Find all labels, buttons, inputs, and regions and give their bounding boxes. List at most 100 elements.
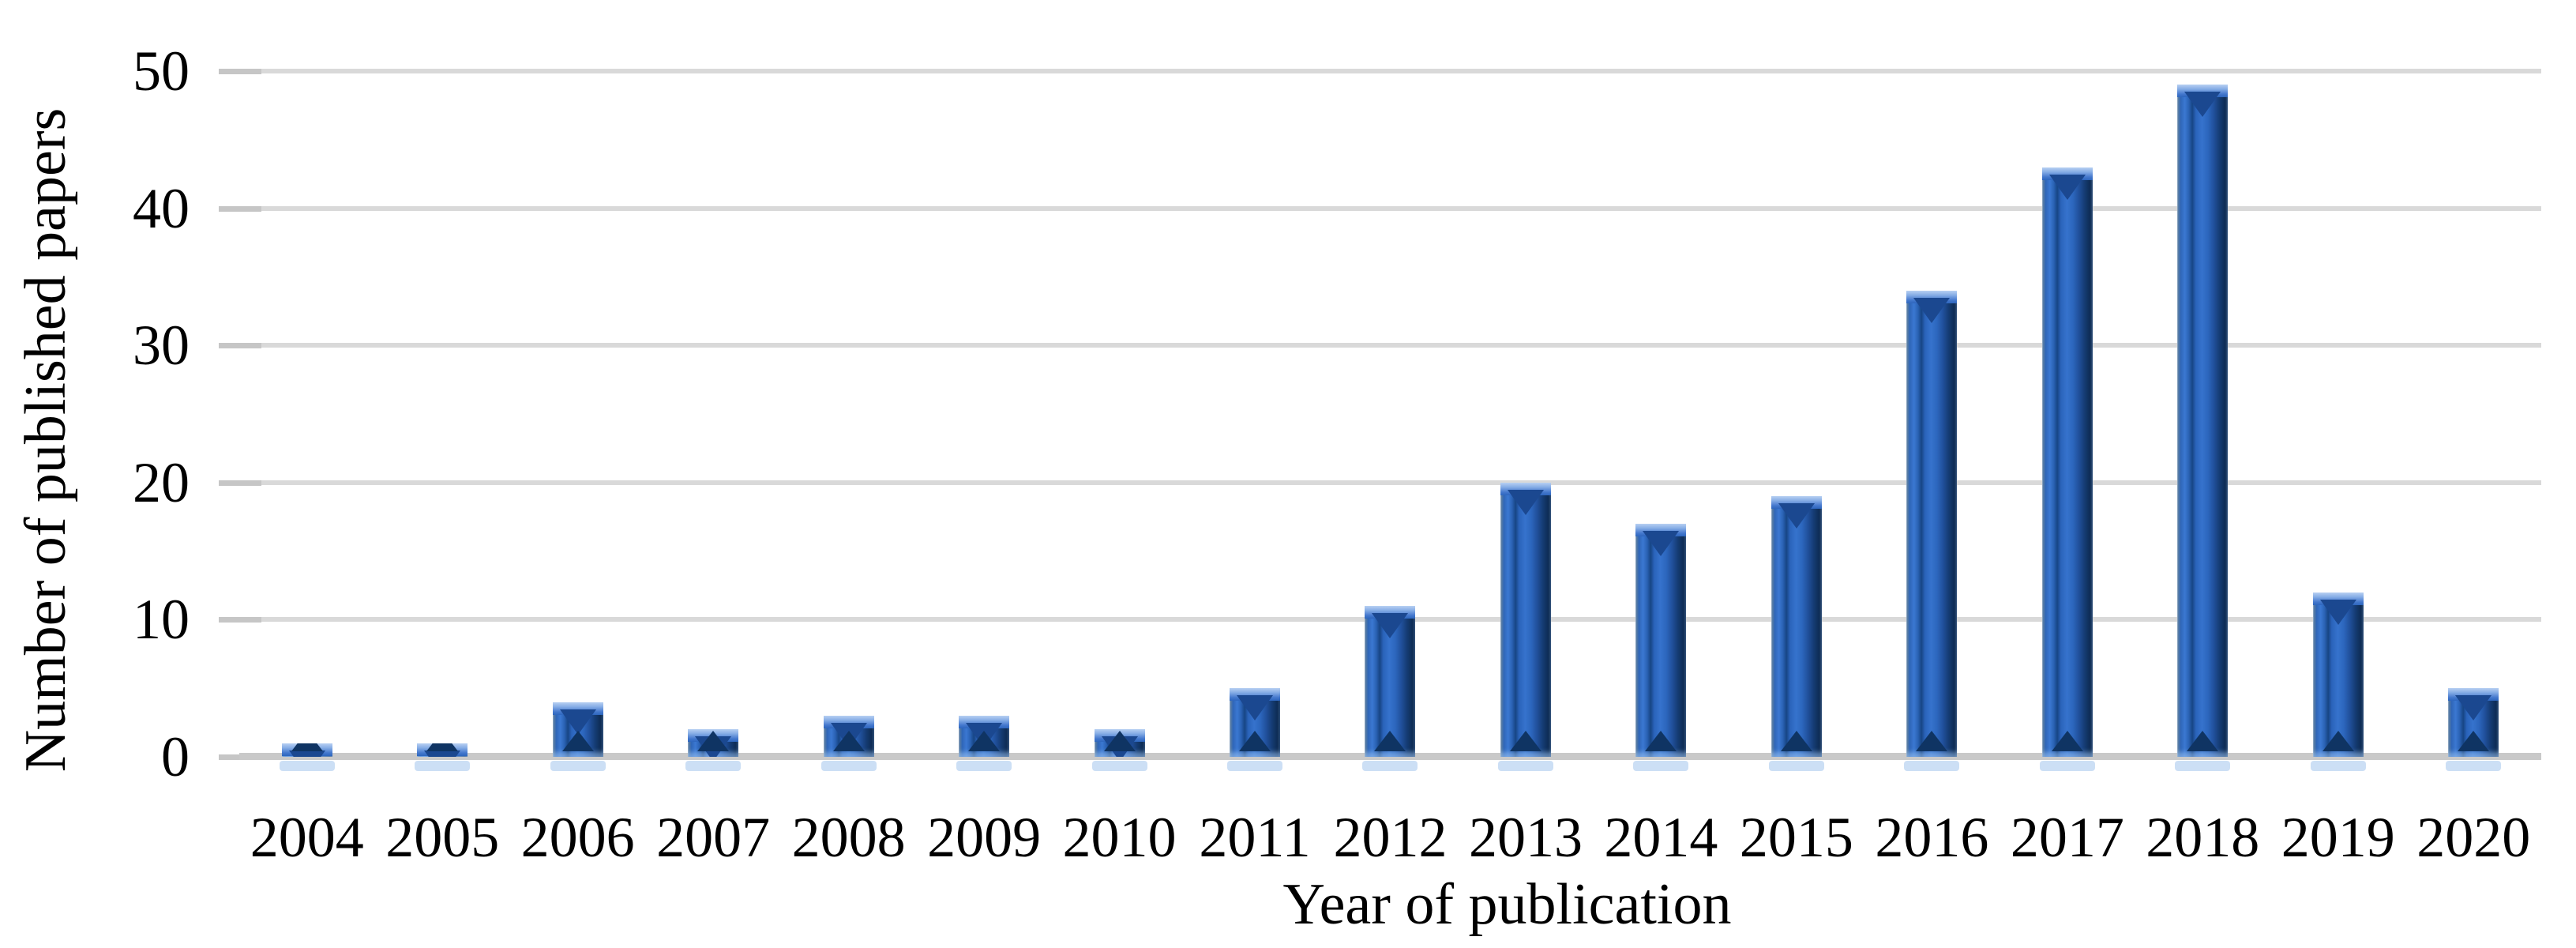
bar-cell-2018 [2135, 71, 2270, 771]
bar-cell-2004 [239, 71, 374, 771]
x-tick-label-2014: 2014 [1604, 806, 1718, 869]
bar-vee-bottom [561, 731, 594, 751]
bar-reflection [550, 761, 606, 771]
x-tick-label-2004: 2004 [250, 806, 364, 869]
bar-cell-2010 [1052, 71, 1187, 771]
axis-tick-50 [219, 69, 261, 74]
bar-2008 [823, 715, 874, 757]
bar-vee-bottom [832, 731, 865, 751]
bar-reflection [956, 761, 1012, 771]
bar-2011 [1230, 688, 1281, 757]
x-tick-label-2010: 2010 [1062, 806, 1177, 869]
bar-vee-bottom [291, 743, 323, 751]
bar-2016 [1906, 290, 1958, 757]
bar-cell-2008 [781, 71, 916, 771]
bar-cell-2005 [374, 71, 509, 771]
gridline-20 [239, 480, 2541, 485]
bar-vee [2048, 174, 2086, 200]
gridline-50 [239, 69, 2541, 73]
bar-2017 [2041, 167, 2093, 757]
axis-tick-30 [219, 343, 261, 349]
bar-vee-bottom [1509, 731, 1541, 751]
bar-vee [2184, 92, 2221, 118]
bar-cell-2011 [1187, 71, 1322, 771]
bar-vee [559, 709, 596, 735]
bar-2007 [688, 729, 739, 757]
bar-cell-2020 [2406, 71, 2541, 771]
bar-reflection [1227, 761, 1283, 771]
gridline-40 [239, 205, 2541, 211]
bar-cell-2009 [916, 71, 1051, 771]
x-tick-label-2015: 2015 [1739, 806, 1853, 869]
bar-reflection [1091, 761, 1147, 771]
bar-vee-bottom [2051, 731, 2083, 751]
bar-vee [1507, 489, 1544, 515]
bar-reflection [2175, 761, 2231, 771]
bar-vee-bottom [1780, 731, 1812, 751]
bar-reflection [820, 761, 877, 771]
x-tick-label-2019: 2019 [2281, 806, 2395, 869]
bar-reflection [279, 761, 335, 771]
bar-vee-bottom [426, 743, 459, 751]
bar-vee-bottom [2187, 731, 2219, 751]
bar-vee [288, 750, 325, 757]
x-tick-label-2005: 2005 [385, 806, 500, 869]
bar-vee-bottom [1374, 731, 1406, 751]
bar-2012 [1365, 606, 1416, 757]
bar-vee [424, 750, 461, 757]
bar-reflection [1633, 761, 1689, 771]
bar-vee-bottom [2458, 731, 2490, 751]
bar-vee [2319, 599, 2356, 625]
x-tick-label-2011: 2011 [1199, 806, 1311, 869]
bar-vee-bottom [1239, 731, 1271, 751]
bar-cell-2007 [645, 71, 780, 771]
bar-cell-2014 [1594, 71, 1729, 771]
x-tick-label-2013: 2013 [1468, 806, 1583, 869]
bar-reflection [2446, 761, 2502, 771]
gridline-30 [239, 343, 2541, 348]
bar-vee-bottom [1916, 731, 1948, 751]
x-axis-tick-labels: 2004 2005 2006 2007 2008 2009 2010 2011 2012 2013… [239, 804, 2541, 871]
bar-vee-bottom [2322, 731, 2354, 751]
bar-vee [1913, 297, 1951, 323]
bar-cell-2017 [2000, 71, 2135, 771]
axis-tick-40 [219, 205, 261, 212]
bar-reflection [415, 761, 471, 771]
x-tick-label-2009: 2009 [927, 806, 1042, 869]
x-tick-label-2020: 2020 [2416, 806, 2531, 869]
bar-vee [1372, 613, 1409, 639]
x-tick-label-2016: 2016 [1875, 806, 1989, 869]
x-axis-title: Year of publication [1282, 872, 1732, 937]
bar-vee-bottom [1103, 731, 1136, 751]
y-tick-label-0: 0 [161, 725, 190, 788]
bar-reflection [2039, 761, 2095, 771]
bar-vee-bottom [697, 731, 730, 751]
bar-cell-2006 [510, 71, 645, 771]
y-tick-label-40: 40 [133, 176, 190, 240]
bar-2013 [1500, 482, 1551, 757]
bar-vee [1778, 503, 1815, 529]
bar-2009 [959, 715, 1010, 757]
bar-2005 [417, 743, 468, 757]
y-tick-label-50: 50 [133, 40, 190, 103]
y-tick-label-10: 10 [133, 588, 190, 652]
bar-reflection [685, 761, 742, 771]
bar-reflection [1497, 761, 1553, 771]
x-tick-label-2007: 2007 [656, 806, 771, 869]
y-tick-label-30: 30 [133, 314, 190, 378]
bar-vee-bottom [1645, 731, 1677, 751]
bar-reflection [1768, 761, 1824, 771]
bar-2015 [1771, 496, 1822, 757]
x-tick-label-2012: 2012 [1333, 806, 1448, 869]
bar-2018 [2177, 85, 2229, 757]
bar-2019 [2312, 592, 2364, 757]
bar-cell-2013 [1458, 71, 1593, 771]
x-tick-label-2017: 2017 [2010, 806, 2124, 869]
bar-cell-2012 [1323, 71, 1458, 771]
bar-2020 [2448, 688, 2499, 757]
bar-reflection [1362, 761, 1418, 771]
bar-reflection [2310, 761, 2366, 771]
bar-2010 [1094, 729, 1145, 757]
x-tick-label-2008: 2008 [791, 806, 906, 869]
